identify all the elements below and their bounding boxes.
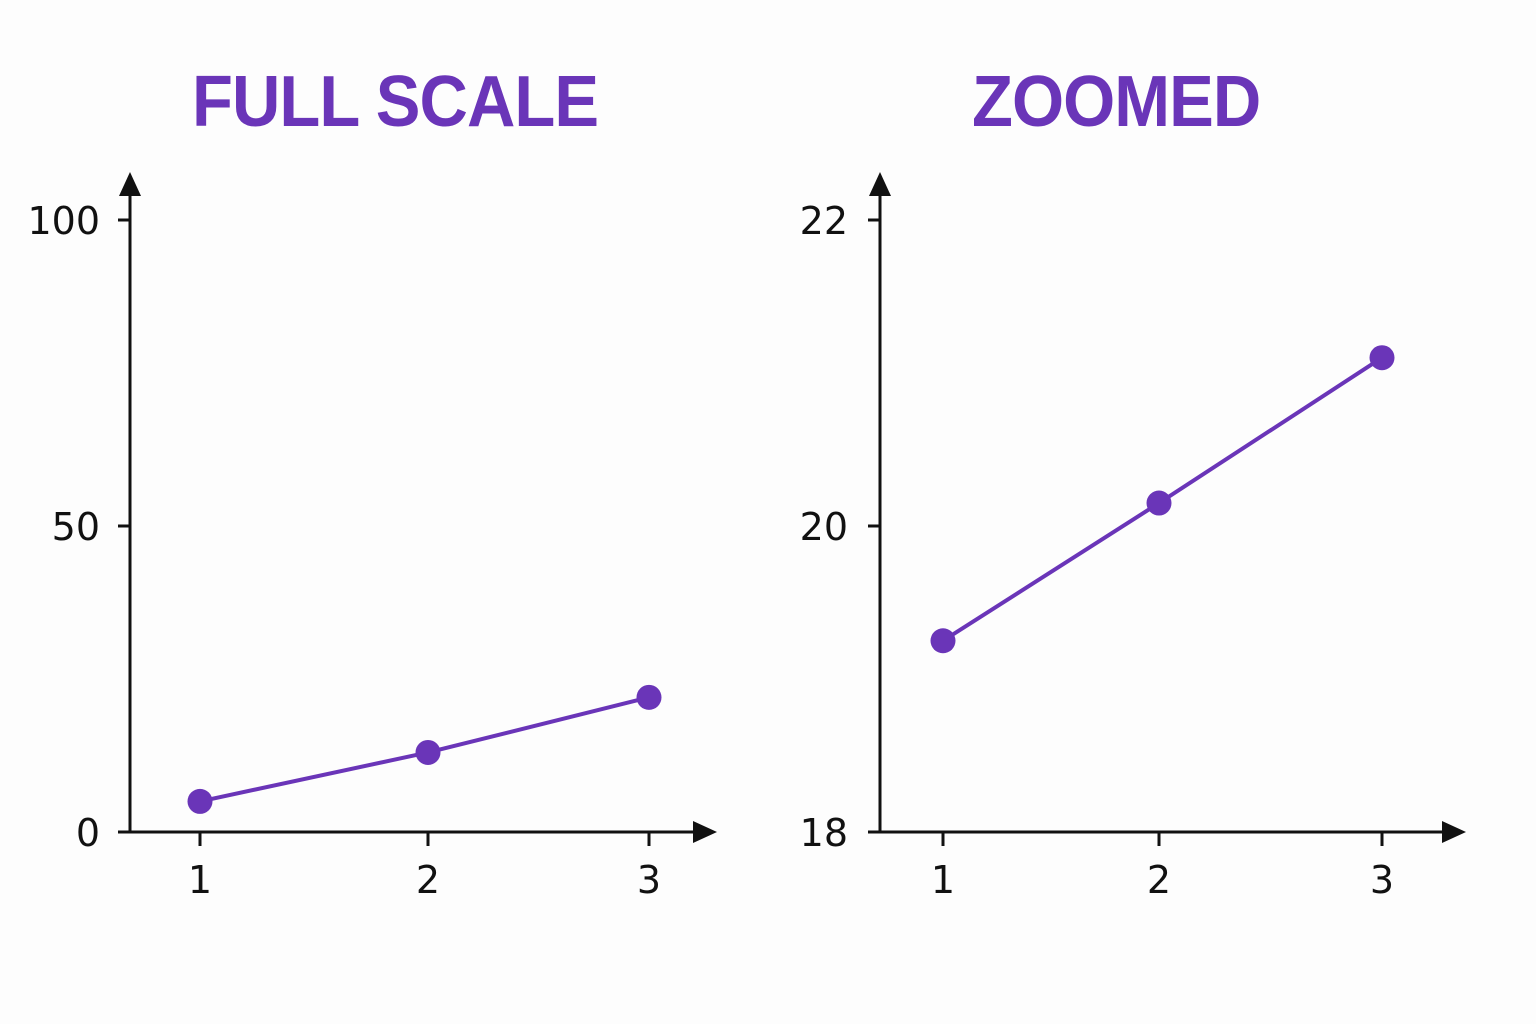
y-tick-label: 20 <box>800 505 848 549</box>
data-point <box>187 788 213 814</box>
chart-title-full-scale: FULL SCALE <box>192 62 599 142</box>
data-point <box>930 628 956 654</box>
data-point <box>1146 490 1172 516</box>
x-tick-label: 3 <box>637 858 661 902</box>
y-tick-label: 22 <box>800 199 848 243</box>
x-axis-arrow-icon <box>693 821 717 843</box>
chart-title-zoomed: ZOOMED <box>972 62 1261 142</box>
x-tick-label: 2 <box>416 858 440 902</box>
x-tick-label: 1 <box>931 858 955 902</box>
x-tick-label: 3 <box>1370 858 1394 902</box>
y-axis-arrow-icon <box>119 172 141 196</box>
data-point <box>1369 345 1395 371</box>
x-tick-label: 2 <box>1147 858 1171 902</box>
x-tick-label: 1 <box>188 858 212 902</box>
y-tick-label: 100 <box>27 199 100 243</box>
y-axis-arrow-icon <box>869 172 891 196</box>
y-tick-label: 0 <box>76 811 100 855</box>
data-point <box>636 684 662 710</box>
x-axis-arrow-icon <box>1442 821 1466 843</box>
y-tick-label: 18 <box>800 811 848 855</box>
data-point <box>415 739 441 765</box>
y-tick-label: 50 <box>52 505 100 549</box>
